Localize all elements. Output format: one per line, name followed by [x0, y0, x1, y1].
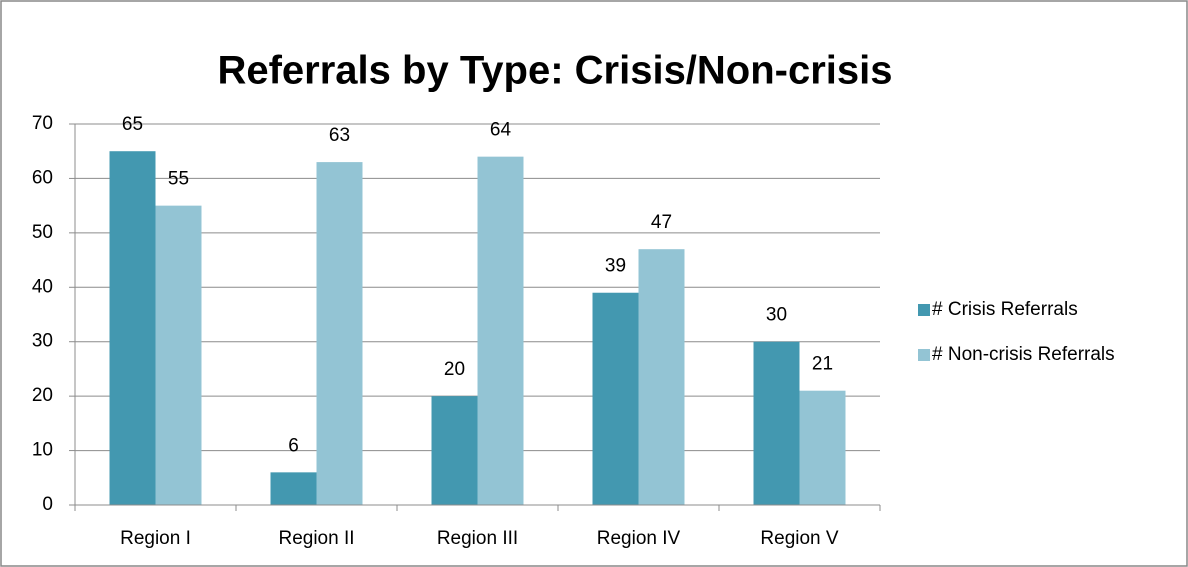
data-label: 55: [168, 169, 189, 190]
bar: [477, 156, 524, 505]
x-tick-label: Region I: [120, 528, 191, 549]
data-label: 63: [329, 125, 350, 146]
y-tick-label: 20: [32, 385, 53, 406]
data-label: 64: [490, 120, 512, 141]
legend-label: # Non-crisis Referrals: [932, 344, 1115, 365]
data-label: 20: [444, 359, 465, 380]
data-label: 6: [288, 435, 299, 456]
legend-label: # Crisis Referrals: [932, 299, 1078, 320]
x-tick-label: Region II: [278, 528, 354, 549]
y-tick-label: 50: [32, 222, 53, 243]
data-label: 39: [605, 256, 626, 277]
bar: [592, 292, 639, 505]
x-tick-label: Region V: [760, 528, 838, 549]
bar: [316, 162, 363, 505]
data-label: 30: [766, 305, 787, 326]
bar: [799, 390, 846, 505]
data-label: 21: [812, 354, 833, 375]
bar: [155, 205, 202, 505]
bar: [753, 341, 800, 505]
bar: [109, 151, 156, 505]
y-tick-label: 0: [42, 494, 53, 515]
data-label: 65: [122, 114, 143, 135]
y-tick-label: 30: [32, 331, 53, 352]
bar: [431, 396, 478, 505]
data-label: 47: [651, 212, 672, 233]
chart-title: Referrals by Type: Crisis/Non-crisis: [217, 49, 892, 93]
y-tick-label: 60: [32, 167, 53, 188]
y-tick-label: 70: [32, 113, 53, 134]
legend-swatch: [918, 349, 930, 361]
y-tick-label: 10: [32, 440, 53, 461]
bar: [638, 249, 685, 505]
legend-swatch: [918, 304, 930, 316]
bar: [270, 472, 317, 505]
y-tick-label: 40: [32, 276, 53, 297]
x-tick-label: Region IV: [597, 528, 681, 549]
x-tick-label: Region III: [437, 528, 518, 549]
